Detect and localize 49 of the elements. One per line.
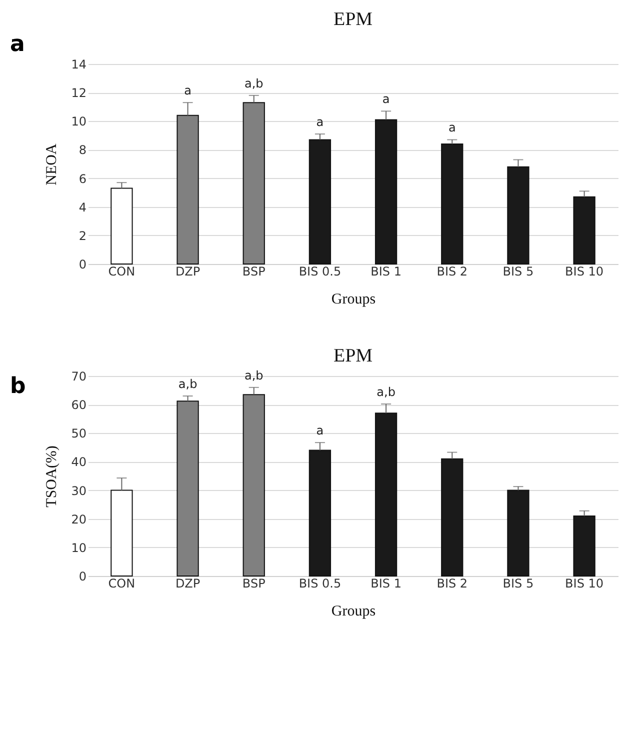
annotation: a	[382, 92, 390, 106]
x-tick-label: BIS 2	[436, 576, 468, 590]
x-tick-label: DZP	[175, 264, 200, 278]
y-tick-label: 40	[71, 455, 86, 470]
y-tick-label: 50	[71, 426, 86, 441]
annotation: a,b	[244, 76, 264, 90]
annotation: a	[184, 84, 192, 98]
y-tick-label: 14	[71, 58, 86, 72]
y-tick-label: 20	[71, 512, 86, 526]
x-tick-label: BIS 0.5	[298, 264, 342, 278]
y-axis-title: NEOA	[44, 144, 60, 186]
y-tick-label: 70	[71, 370, 86, 384]
annotation: a	[316, 424, 324, 438]
y-tick-label: 8	[78, 143, 86, 158]
y-tick-label: 60	[71, 398, 86, 412]
chart-title: EPM	[333, 345, 373, 366]
annotation: a,b	[178, 377, 198, 391]
x-tick-label: BIS 5	[502, 576, 534, 590]
x-tick-label: BIS 2	[436, 264, 468, 278]
y-tick-label: 12	[71, 86, 86, 100]
x-tick-label: CON	[108, 264, 136, 278]
x-tick-label: BIS 1	[370, 264, 402, 278]
y-tick-label: 4	[78, 200, 86, 214]
y-tick-label: 10	[71, 114, 86, 129]
annotation: a,b	[376, 385, 396, 399]
x-tick-label: BIS 1	[370, 576, 402, 590]
y-tick-label: 0	[78, 570, 86, 584]
y-tick-label: 0	[78, 258, 86, 272]
x-tick-label: BIS 10	[565, 264, 604, 278]
x-tick-label: BIS 0.5	[298, 576, 342, 590]
x-axis-title: Groups	[331, 292, 376, 308]
x-tick-label: DZP	[175, 576, 200, 590]
y-tick-label: 6	[78, 172, 86, 186]
x-tick-label: BSP	[242, 264, 266, 278]
y-tick-label: 10	[71, 540, 86, 555]
x-tick-label: BIS 10	[565, 576, 604, 590]
annotation: a	[448, 120, 456, 135]
x-axis-title: Groups	[331, 604, 376, 620]
x-tick-label: BSP	[242, 576, 266, 590]
chart-title: EPM	[333, 9, 373, 30]
y-tick-label: 30	[71, 484, 86, 498]
text: a	[10, 32, 25, 57]
text: b	[10, 374, 26, 399]
y-axis-title: TSOA(%)	[44, 446, 60, 508]
annotation: a	[316, 115, 324, 129]
x-tick-label: CON	[108, 576, 136, 590]
y-tick-label: 2	[78, 228, 86, 243]
x-tick-label: BIS 5	[502, 264, 534, 278]
annotation: a,b	[244, 368, 264, 382]
